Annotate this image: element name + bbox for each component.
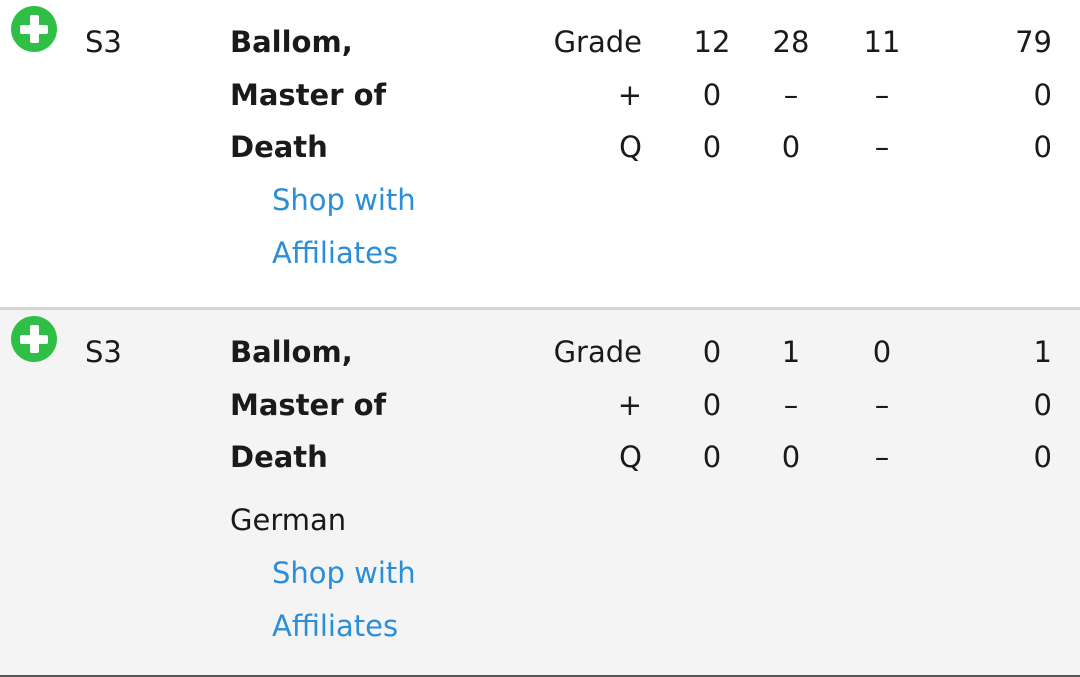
count-cell: 11: [863, 25, 901, 59]
grade-label: Q: [619, 130, 642, 165]
count-cell: 0: [702, 335, 722, 369]
card-name: Ballom, Master of Death: [230, 335, 387, 475]
plus-circle-icon[interactable]: [11, 6, 57, 52]
count-cell: –: [874, 387, 890, 422]
set-code: S3: [85, 25, 122, 59]
count-cell: –: [783, 387, 799, 422]
total-cell: 0: [1033, 77, 1052, 112]
count-cell: 0: [781, 130, 801, 165]
count-cell: –: [874, 130, 890, 165]
total-cell: 0: [1033, 130, 1052, 165]
count-cell: 0: [702, 77, 722, 112]
count-cell: 12: [693, 25, 731, 59]
grade-label: Grade: [553, 25, 642, 59]
card-row: S3 Ballom, Master of Death Shop with Aff…: [0, 0, 1080, 310]
grade-label: +: [617, 387, 642, 422]
card-language: German: [230, 503, 347, 537]
total-cell: 0: [1033, 387, 1052, 422]
count-cell: 0: [702, 130, 722, 165]
set-code: S3: [85, 335, 122, 369]
grade-label: Q: [619, 440, 642, 475]
card-name: Ballom, Master of Death: [230, 25, 387, 165]
card-row: S3 Ballom, Master of Death German Shop w…: [0, 310, 1080, 677]
count-cell: 0: [702, 387, 722, 422]
total-cell: 79: [1015, 25, 1052, 59]
grade-label: Grade: [553, 335, 642, 369]
count-cell: –: [783, 77, 799, 112]
count-cell: –: [874, 440, 890, 475]
total-cell: 1: [1033, 335, 1052, 369]
count-cell: 0: [781, 440, 801, 475]
grade-label: +: [617, 77, 642, 112]
shop-affiliates-link[interactable]: Shop with Affiliates: [272, 556, 416, 643]
plus-circle-icon[interactable]: [11, 316, 57, 362]
count-cell: 28: [772, 25, 810, 59]
count-cell: 0: [702, 440, 722, 475]
count-cell: –: [874, 77, 890, 112]
count-cell: 1: [781, 335, 801, 369]
count-cell: 0: [872, 335, 892, 369]
total-cell: 0: [1033, 440, 1052, 475]
shop-affiliates-link[interactable]: Shop with Affiliates: [272, 183, 416, 270]
